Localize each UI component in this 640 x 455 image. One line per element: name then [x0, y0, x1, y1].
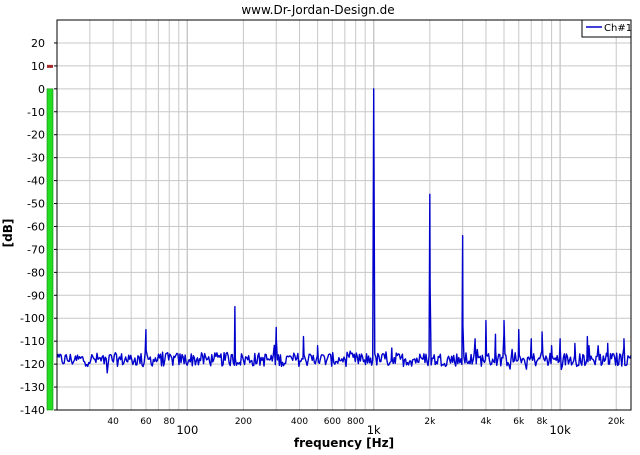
x-tick-label: 60 [140, 417, 152, 427]
x-tick-label: 600 [324, 417, 341, 427]
legend-entry-ch1: Ch#1 [604, 23, 632, 34]
y-tick-label: -10 [27, 106, 45, 119]
level-meter-peak-indicator [47, 64, 53, 68]
legend[interactable]: Ch#1 [581, 19, 632, 38]
x-tick-label: 400 [291, 417, 308, 427]
y-tick-label: -80 [27, 266, 45, 279]
y-tick-label: -120 [20, 358, 45, 371]
y-tick-label: -30 [27, 152, 45, 165]
x-tick-label: 8k [537, 417, 549, 427]
plot-frame [56, 19, 632, 411]
series-ch1-line [56, 88, 632, 374]
x-axis-ticks: 40 60 80 200 400 600 800 2k 4k 6k 8k 20k 100 1k 10k [107, 417, 625, 437]
y-tick-label: -40 [27, 175, 45, 188]
level-meter-bar [46, 88, 54, 411]
y-tick-label: -20 [27, 129, 45, 142]
x-tick-label-major: 1k [367, 423, 381, 437]
x-tick-label-major: 10k [549, 423, 571, 437]
y-tick-label: 10 [31, 60, 45, 73]
y-tick-label: -100 [20, 312, 45, 325]
legend-box [581, 19, 632, 38]
y-tick-label: -140 [20, 404, 45, 417]
x-tick-label: 200 [235, 417, 252, 427]
x-tick-label-major: 100 [176, 423, 198, 437]
x-tick-label: 6k [513, 417, 525, 427]
level-meter [46, 64, 54, 411]
y-tick-label: -50 [27, 198, 45, 211]
y-tick-label: 20 [31, 37, 45, 50]
y-tick-label: -90 [27, 289, 45, 302]
x-tick-label: 2k [424, 417, 436, 427]
series-ch1 [56, 88, 632, 374]
x-tick-label: 800 [347, 417, 364, 427]
y-axis-label: [dB] [1, 219, 15, 248]
y-tick-label: -60 [27, 220, 45, 233]
x-axis-label: frequency [Hz] [294, 436, 394, 450]
y-tick-label: -110 [20, 335, 45, 348]
x-tick-label: 4k [480, 417, 492, 427]
y-tick-label: -70 [27, 243, 45, 256]
y-tick-label: -130 [20, 381, 45, 394]
x-tick-label: 40 [107, 417, 119, 427]
chart-title: www.Dr-Jordan-Design.de [241, 3, 394, 17]
y-axis-ticks: 20 10 0 -10 -20 -30 -40 -50 -60 -70 -80 -90 -100 -110… [20, 37, 57, 417]
x-tick-label: 80 [164, 417, 176, 427]
x-tick-label: 20k [608, 417, 625, 427]
y-tick-label: 0 [38, 83, 45, 96]
